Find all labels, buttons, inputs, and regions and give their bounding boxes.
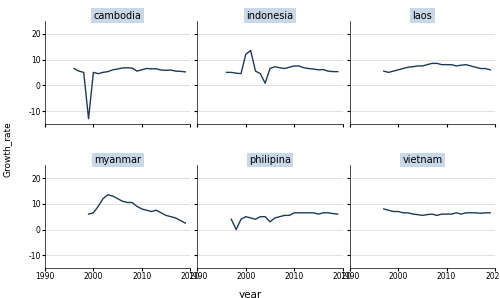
Title: cambodia: cambodia — [94, 11, 142, 21]
Title: philipina: philipina — [249, 155, 291, 165]
Text: year: year — [238, 290, 262, 298]
Title: vietnam: vietnam — [402, 155, 442, 165]
Title: laos: laos — [412, 11, 432, 21]
Title: myanmar: myanmar — [94, 155, 141, 165]
Title: indonesia: indonesia — [246, 11, 294, 21]
Text: Growth_rate: Growth_rate — [2, 121, 12, 177]
